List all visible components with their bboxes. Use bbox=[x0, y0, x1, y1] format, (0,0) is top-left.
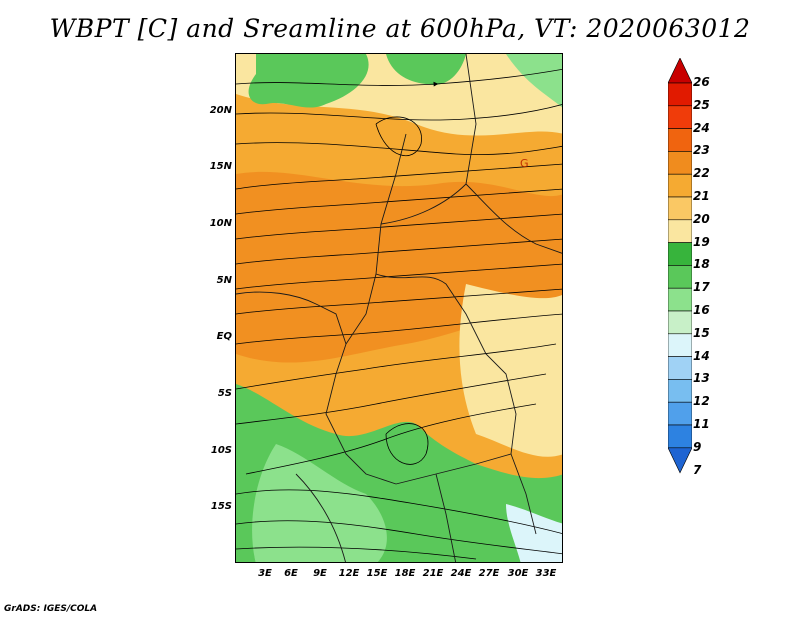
footer-credit: GrADS: IGES/COLA bbox=[4, 604, 98, 614]
colorbar-label: 15 bbox=[693, 325, 710, 340]
lat-label-5n: 5N bbox=[216, 275, 232, 286]
colorbar-segment bbox=[668, 151, 692, 175]
colorbar-label: 12 bbox=[693, 394, 710, 409]
lon-label-6e: 6E bbox=[284, 568, 298, 579]
lat-label-20n: 20N bbox=[209, 105, 232, 116]
colorbar-label: 13 bbox=[693, 371, 710, 386]
lat-label-eq: EQ bbox=[216, 331, 232, 342]
colorbar-label: 9 bbox=[693, 439, 702, 454]
wbpt-field-green-north-2 bbox=[386, 54, 466, 85]
lat-label-5s: 5S bbox=[217, 388, 232, 399]
colorbar-segment bbox=[668, 196, 692, 221]
colorbar-top-arrow bbox=[668, 58, 692, 84]
lon-label-21e: 21E bbox=[422, 568, 444, 579]
colorbar-label: 26 bbox=[693, 75, 710, 89]
lat-label-10n: 10N bbox=[209, 218, 232, 229]
wbpt-field-green-north bbox=[248, 54, 369, 108]
lon-label-15e: 15E bbox=[366, 568, 388, 579]
wbpt-field-yellow-east bbox=[459, 284, 562, 457]
lon-label-18e: 18E bbox=[394, 568, 416, 579]
colorbar-bottom-arrow bbox=[668, 447, 692, 474]
colorbar-label: 18 bbox=[693, 257, 710, 272]
lon-label-3e: 3E bbox=[258, 568, 272, 579]
map-annotation-symbol: G bbox=[520, 157, 529, 170]
colorbar-label: 25 bbox=[693, 97, 710, 112]
lon-label-24e: 24E bbox=[450, 568, 472, 579]
colorbar-label: 11 bbox=[693, 417, 710, 431]
lon-label-33e: 33E bbox=[535, 568, 557, 579]
colorbar-segment bbox=[668, 128, 692, 152]
colorbar-segment bbox=[668, 105, 692, 129]
colorbar-label: 21 bbox=[693, 189, 710, 203]
colorbar-segment bbox=[668, 379, 692, 403]
colorbar-segment bbox=[668, 424, 692, 449]
colorbar-label: 14 bbox=[693, 348, 710, 363]
lat-label-10s: 10S bbox=[210, 445, 232, 456]
colorbar-segment bbox=[668, 310, 692, 335]
colorbar-segment bbox=[668, 265, 692, 289]
colorbar-label: 17 bbox=[693, 280, 710, 295]
colorbar bbox=[668, 58, 692, 474]
lon-label-30e: 30E bbox=[507, 568, 529, 579]
colorbar-label: 24 bbox=[693, 120, 710, 135]
colorbar-segment bbox=[668, 356, 692, 380]
wbpt-field-cool-se bbox=[506, 504, 562, 562]
map-svg: G bbox=[236, 54, 562, 562]
country-borders bbox=[236, 54, 562, 562]
streamlines bbox=[236, 68, 562, 560]
chart-title: WBPT [C] and Sreamline at 600hPa, VT: 20… bbox=[49, 14, 751, 43]
colorbar-segment bbox=[668, 333, 692, 357]
colorbar-label: 23 bbox=[693, 143, 710, 158]
colorbar-segment bbox=[668, 401, 692, 426]
colorbar-label: 16 bbox=[693, 303, 710, 317]
map-panel: G bbox=[235, 53, 563, 563]
lat-label-15s: 15S bbox=[210, 501, 232, 512]
wbpt-field-green-ne bbox=[506, 54, 562, 108]
lon-label-12e: 12E bbox=[338, 568, 360, 579]
colorbar-segment bbox=[668, 173, 692, 198]
colorbar-label: 22 bbox=[693, 166, 710, 181]
colorbar-segment bbox=[668, 287, 692, 312]
lon-label-9e: 9E bbox=[313, 568, 327, 579]
colorbar-label: 19 bbox=[693, 234, 710, 249]
lat-label-15n: 15N bbox=[209, 161, 232, 172]
colorbar-segment bbox=[668, 82, 692, 107]
colorbar-label: 7 bbox=[693, 462, 702, 477]
colorbar-label: 20 bbox=[693, 211, 710, 226]
lon-label-27e: 27E bbox=[478, 568, 500, 579]
colorbar-segment bbox=[668, 219, 692, 243]
colorbar-segment bbox=[668, 242, 692, 266]
